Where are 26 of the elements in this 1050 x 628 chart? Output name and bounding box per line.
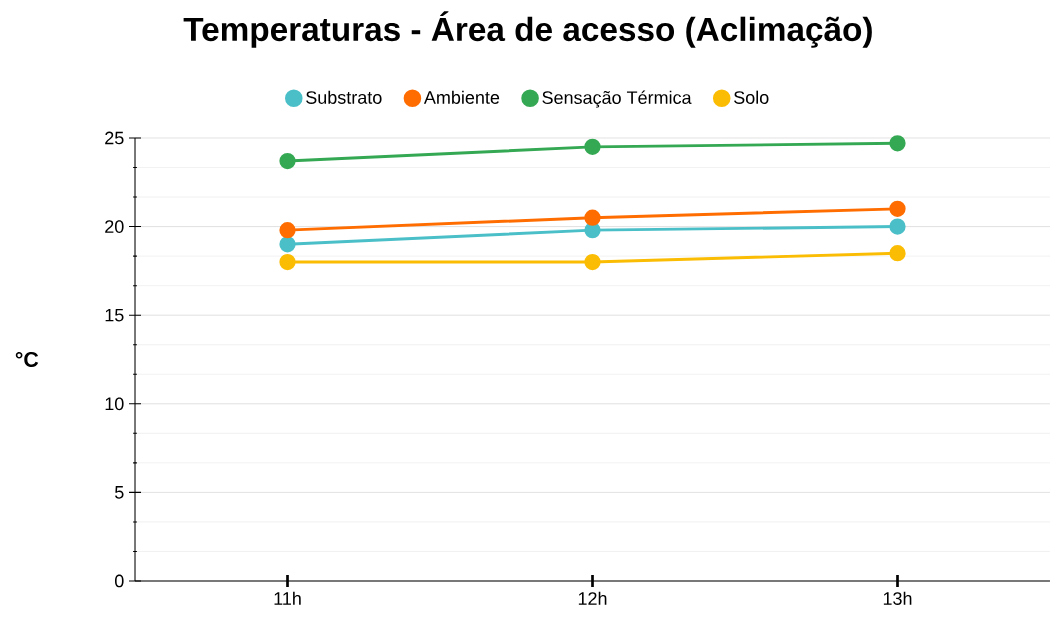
point: [889, 245, 906, 262]
y-tick-label: 5: [115, 486, 124, 499]
point: [584, 138, 601, 155]
point: [889, 135, 906, 152]
legend-label: Ambiente: [423, 90, 500, 104]
point: [584, 209, 601, 226]
point: [279, 236, 296, 253]
y-tick-label: 10: [105, 397, 124, 411]
y-tick-label: 15: [105, 308, 124, 322]
y-tick-label: 20: [105, 220, 124, 233]
chart-title: Temperaturas - Área de acesso (Aclimação): [183, 11, 872, 48]
point: [279, 253, 296, 271]
point: [279, 152, 296, 170]
point: [889, 218, 906, 235]
y-axis-title: °C: [15, 351, 39, 368]
point: [584, 253, 601, 271]
x-tick-label: 12h: [578, 591, 607, 605]
x-tick-label: 13h: [883, 591, 912, 605]
x-tick-label: 11h: [274, 591, 301, 605]
y-tick-label: 0: [115, 574, 124, 588]
point: [279, 222, 296, 239]
legend-label: Substrato: [306, 90, 382, 104]
legend-label: Solo: [734, 90, 769, 104]
legend-label: Sensação Térmica: [542, 90, 692, 108]
point: [889, 200, 906, 218]
y-tick-label: 25: [105, 131, 124, 145]
